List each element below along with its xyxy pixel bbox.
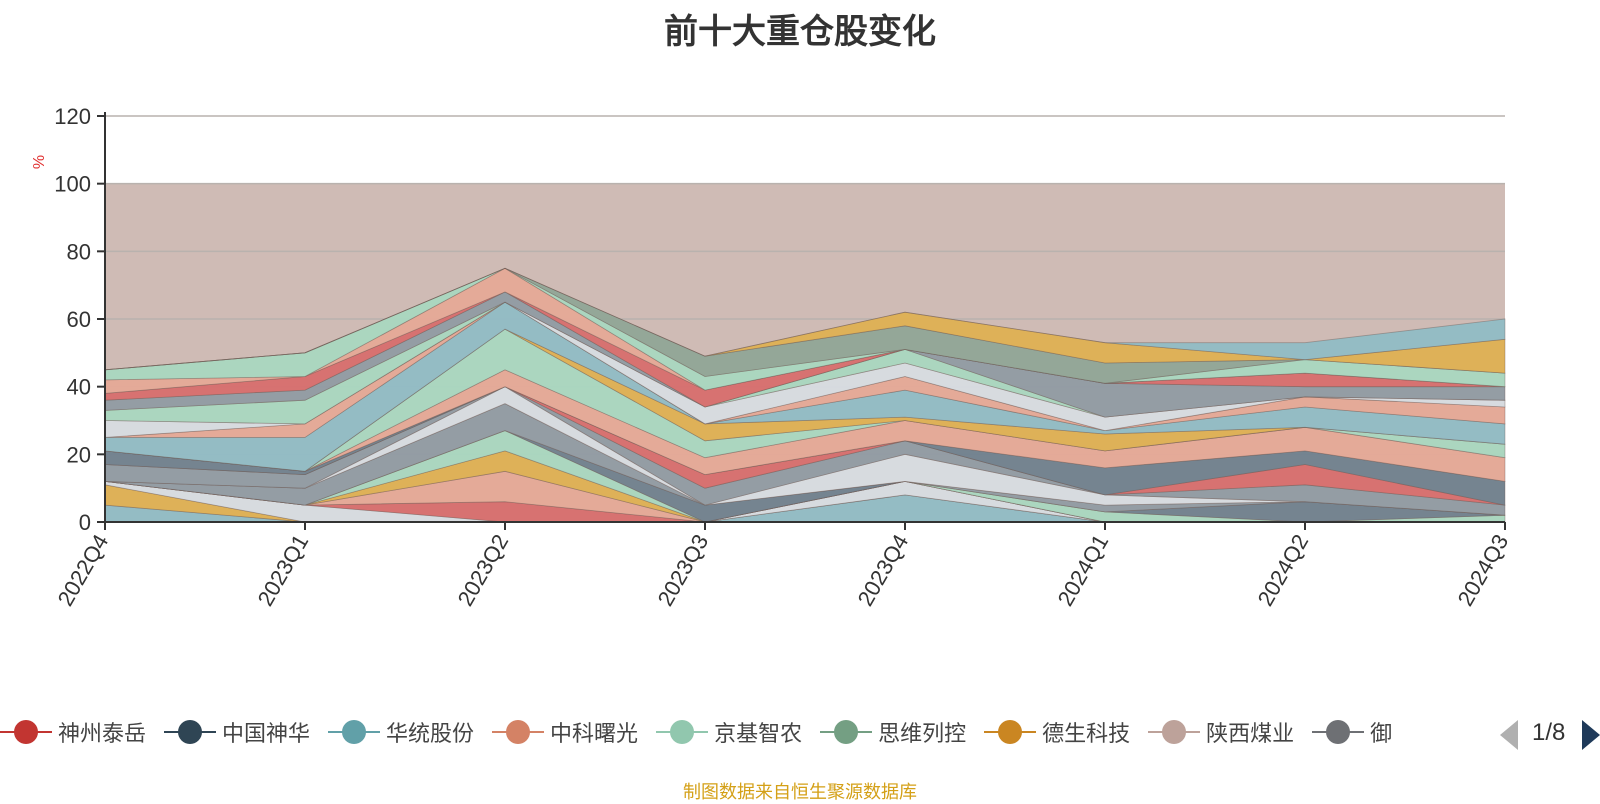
legend-marker-icon (656, 720, 709, 744)
legend-marker-icon (0, 720, 52, 744)
previous-page-icon[interactable] (1500, 720, 1518, 750)
y-tick-label: 60 (67, 307, 91, 332)
legend-item[interactable]: 华统股份 (328, 712, 474, 752)
legend-label: 京基智农 (714, 721, 803, 746)
legend-item[interactable]: 中科曙光 (492, 712, 638, 752)
legend-marker-icon (1312, 720, 1365, 744)
legend-marker-icon (820, 720, 873, 744)
x-tick-label: 2024Q2 (1253, 530, 1314, 610)
legend-marker-icon (492, 720, 545, 744)
x-tick-label: 2022Q4 (53, 530, 114, 610)
x-tick-label: 2023Q2 (453, 530, 514, 610)
y-tick-label: 0 (79, 510, 91, 535)
legend-marker-icon (1148, 720, 1201, 744)
legend-label: 思维列控 (878, 721, 967, 746)
y-tick-label: 100 (54, 172, 91, 197)
x-tick-label: 2023Q3 (653, 530, 714, 610)
area-layer-26 (104, 267, 1506, 374)
legend-page-indicator: 1/8 (1532, 719, 1566, 746)
legend-item[interactable]: 京基智农 (656, 712, 802, 752)
y-axis-label: % (31, 155, 48, 169)
x-tick-label: 2024Q3 (1453, 530, 1514, 610)
area-layer-21 (104, 291, 1506, 418)
legend-label: 陕西煤业 (1206, 721, 1295, 746)
legend-marker-icon (328, 720, 381, 744)
legend-marker-icon (984, 720, 1037, 744)
legend-item[interactable]: 德生科技 (984, 712, 1130, 752)
legend-item[interactable]: 思维列控 (820, 712, 966, 752)
area-layer-5 (104, 470, 1505, 523)
chart-title: 前十大重仓股变化 (664, 13, 936, 51)
y-tick-label: 120 (54, 104, 91, 129)
legend-item[interactable]: 御 (1312, 712, 1392, 752)
x-tick-label: 2023Q4 (853, 530, 914, 610)
x-tick-label: 2023Q1 (253, 530, 314, 610)
legend: 神州泰岳 中国神华 华统股份 中科曙光 京基智农 思维列控 德生科技 陕西煤业 御 (0, 712, 1480, 752)
legend-item[interactable]: 神州泰岳 (0, 712, 146, 752)
y-tick-label: 40 (67, 375, 91, 400)
legend-item[interactable]: 陕西煤业 (1148, 712, 1294, 752)
legend-label: 御 (1370, 721, 1393, 746)
x-tick-label: 2024Q1 (1053, 530, 1114, 610)
legend-marker-icon (164, 720, 217, 744)
legend-label: 中国神华 (222, 721, 311, 746)
legend-label: 神州泰岳 (58, 721, 147, 746)
legend-label: 中科曙光 (550, 721, 639, 746)
legend-item[interactable]: 中国神华 (164, 712, 310, 752)
legend-pager: 1/8 (1500, 716, 1600, 752)
y-tick-label: 20 (67, 442, 91, 467)
data-source-note: 制图数据来自恒生聚源数据库 (683, 782, 917, 802)
legend-label: 德生科技 (1042, 721, 1131, 746)
next-page-icon[interactable] (1582, 720, 1600, 750)
y-tick-label: 80 (67, 239, 91, 264)
area-layer-27 (104, 267, 1506, 371)
area-layer-24 (104, 267, 1506, 391)
legend-label: 华统股份 (386, 721, 475, 746)
